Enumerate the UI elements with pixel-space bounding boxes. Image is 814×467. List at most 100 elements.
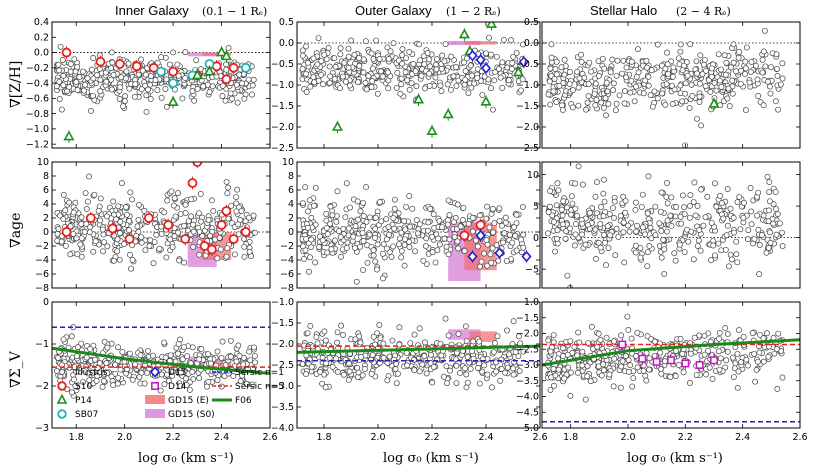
illustris-point — [709, 65, 715, 72]
illustris-point — [715, 348, 722, 355]
y-tick-label: −1.5 — [516, 313, 539, 324]
illustris-point — [671, 250, 678, 257]
illustris-point — [162, 86, 169, 92]
legend-label: SB07 — [75, 410, 98, 420]
y-tick-label: −1.0 — [271, 297, 294, 308]
illustris-point — [469, 72, 475, 79]
y-tick-label: 4 — [288, 199, 294, 210]
illustris-point — [728, 256, 735, 263]
illustris-point — [613, 225, 620, 232]
illustris-point — [347, 204, 353, 211]
illustris-point — [90, 248, 97, 255]
illustris-point — [648, 235, 655, 242]
y-tick-label: −4.0 — [516, 392, 539, 403]
y-tick-label: −1.0 — [516, 80, 539, 91]
illustris-point — [181, 259, 188, 266]
illustris-point — [417, 57, 424, 64]
illustris-point — [329, 212, 336, 219]
illustris-point — [506, 351, 512, 358]
illustris-point — [332, 63, 339, 70]
illustris-point — [593, 179, 600, 186]
illustris-point — [698, 122, 705, 129]
illustris-point — [323, 211, 330, 217]
panel-content — [52, 43, 270, 143]
illustris-point — [237, 378, 244, 385]
illustris-point — [640, 367, 647, 374]
illustris-point — [575, 163, 582, 170]
illustris-point — [437, 82, 444, 89]
illustris-point — [450, 73, 457, 80]
illustris-point — [422, 339, 428, 346]
illustris-point — [112, 361, 119, 368]
illustris-point — [604, 223, 611, 230]
illustris-point — [743, 44, 750, 51]
illustris-point — [461, 59, 467, 66]
illustris-point — [645, 82, 652, 89]
illustris-point — [338, 322, 345, 329]
illustris-point — [700, 61, 707, 68]
illustris-point — [503, 258, 510, 264]
illustris-point — [658, 227, 665, 234]
illustris-point — [697, 247, 704, 254]
illustris-point — [207, 232, 213, 239]
illustris-point — [575, 102, 582, 109]
illustris-point — [227, 337, 234, 344]
illustris-point — [70, 209, 77, 216]
illustris-point — [321, 371, 328, 378]
illustris-point — [303, 236, 310, 242]
y-tick-label: −2 — [35, 381, 49, 392]
illustris-point — [734, 350, 741, 357]
p14-point — [215, 46, 228, 57]
illustris-point — [682, 80, 689, 87]
illustris-point — [123, 211, 130, 218]
illustris-point — [325, 45, 332, 51]
illustris-point — [188, 196, 195, 203]
illustris-point — [132, 81, 139, 88]
y-tick-label: 2 — [288, 213, 294, 224]
illustris-point — [321, 328, 328, 335]
d14-point — [638, 354, 647, 363]
illustris-point — [314, 61, 321, 68]
illustris-point — [669, 73, 676, 80]
y-tick-label: −2.5 — [516, 344, 539, 355]
x-tick-label: 2.6 — [262, 432, 277, 443]
illustris-point — [455, 330, 462, 337]
d14-point — [681, 359, 690, 368]
illustris-point — [372, 225, 379, 232]
p14-point — [485, 22, 497, 28]
illustris-point — [755, 226, 762, 233]
illustris-point — [85, 370, 92, 377]
illustris-point — [167, 236, 174, 243]
illustris-point — [760, 358, 767, 365]
p14-point — [220, 50, 232, 61]
illustris-point — [572, 180, 579, 187]
s10-point — [168, 66, 179, 77]
illustris-point — [765, 218, 772, 225]
illustris-point — [548, 41, 555, 48]
d15-point — [521, 250, 532, 263]
illustris-point — [550, 88, 557, 95]
illustris-point — [453, 82, 460, 89]
illustris-point — [251, 352, 258, 359]
illustris-point — [366, 231, 373, 238]
illustris-point — [233, 358, 240, 365]
illustris-point — [88, 66, 95, 73]
illustris-point — [147, 237, 154, 244]
illustris-point — [621, 88, 628, 95]
illustris-point — [95, 207, 102, 214]
illustris-point — [193, 57, 200, 64]
illustris-point — [229, 95, 236, 102]
y-tick-label: 0 — [533, 233, 539, 244]
illustris-point — [547, 101, 554, 108]
illustris-point — [661, 270, 668, 277]
illustris-point — [738, 359, 745, 366]
y-tick-label: −8 — [35, 283, 49, 294]
illustris-point — [326, 63, 333, 70]
illustris-point — [639, 191, 646, 198]
illustris-point — [695, 237, 702, 244]
illustris-point — [693, 58, 700, 65]
illustris-point — [603, 262, 609, 269]
illustris-point — [713, 87, 720, 94]
illustris-point — [464, 354, 471, 360]
illustris-point — [696, 93, 703, 100]
